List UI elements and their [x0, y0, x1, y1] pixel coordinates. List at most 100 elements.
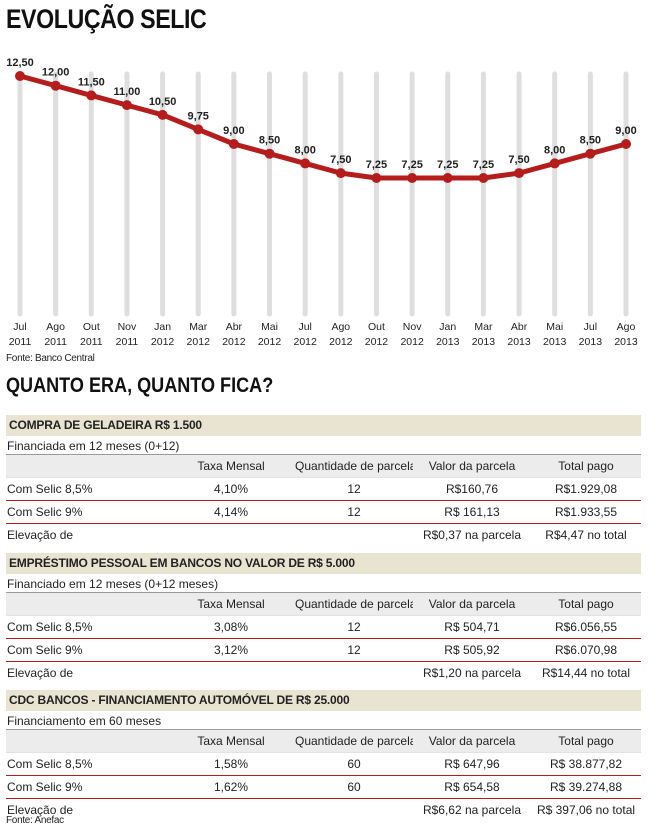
table-cell: Com Selic 9% [7, 643, 83, 657]
header-cell [6, 455, 167, 477]
header-cell: Valor da parcela [428, 459, 516, 473]
data-point [50, 80, 61, 91]
table-cell [295, 524, 413, 546]
table-cell [167, 799, 295, 821]
table-cell: 60 [347, 780, 361, 794]
data-label: 11,50 [78, 76, 105, 88]
header-cell: Taxa Mensal [197, 734, 265, 748]
table-cell: R$0,37 na parcela [422, 528, 522, 542]
table-cell: 4,14% [213, 505, 249, 519]
x-tick-month: Out [83, 321, 100, 333]
header-cell: Taxa Mensal [197, 597, 265, 611]
table-subtitle: Financiado em 12 meses (0+12 meses) [7, 577, 219, 591]
x-tick-month: Nov [403, 321, 422, 333]
table-cell: Elevação de [7, 528, 74, 542]
table-title: CDC BANCOS - FINANCIAMENTO AUTOMÓVEL DE … [6, 690, 641, 711]
data-label: 9,00 [223, 125, 244, 137]
x-tick-month: Ago [617, 321, 636, 333]
table-cell: Com Selic 8,5% [7, 482, 93, 496]
table-cell: R$ 38.877,82 [549, 757, 623, 771]
x-tick-year: 2013 [507, 336, 531, 348]
x-tick-year: 2012 [187, 336, 211, 348]
table-cell: 3,12% [213, 643, 249, 657]
data-label: 12,00 [42, 67, 70, 79]
table-cell: R$ 647,96 [444, 757, 500, 771]
table-title: COMPRA DE GELADEIRA R$ 1.500 [6, 415, 641, 436]
table-cell: Elevação de [7, 803, 74, 817]
x-tick-year: 2012 [365, 336, 389, 348]
table-row: Com Selic 9% 1,62% 60 R$ 654,58 R$ 39.274,88 [6, 775, 641, 798]
data-label: 8,00 [294, 144, 315, 156]
data-point [621, 139, 631, 149]
x-tick-year: 2011 [80, 336, 103, 348]
table-cell: Com Selic 8,5% [7, 620, 93, 634]
data-label: 8,50 [580, 135, 601, 147]
data-label: 7,25 [401, 159, 422, 171]
table-source: Fonte: Anefac [6, 815, 64, 826]
comparison-table: COMPRA DE GELADEIRA R$ 1.500 Financiada e… [6, 415, 641, 546]
x-tick-year: 2011 [9, 336, 32, 348]
comparison-table: EMPRÉSTIMO PESSOAL EM BANCOS NO VALOR DE… [6, 553, 641, 684]
x-tick-year: 2012 [222, 336, 246, 348]
data-label: 7,25 [366, 159, 387, 171]
data-point [86, 90, 97, 101]
x-tick-month: Ago [46, 321, 65, 333]
table-row: Elevação de R$6,62 na parcela R$ 397,06 no… [6, 798, 641, 821]
header-cell: Total pago [558, 597, 614, 611]
x-tick-month: Out [368, 321, 385, 333]
x-tick-month: Abr [226, 321, 243, 333]
x-tick-year: 2012 [151, 336, 175, 348]
x-tick-month: Jul [13, 321, 26, 333]
x-tick-month: Mar [474, 321, 493, 333]
table-cell: R$ 397,06 no total [536, 803, 636, 817]
table-cell: 60 [347, 757, 361, 771]
data-point [514, 168, 525, 179]
x-tick-year: 2011 [116, 336, 139, 348]
table-cell: Com Selic 9% [7, 505, 83, 519]
data-label: 10,50 [149, 96, 177, 108]
table-header-row: Taxa Mensal Quantidade de parcelas Valor d… [6, 454, 641, 477]
header-cell: Quantidade de parcelas [295, 597, 413, 611]
table-header-row: Taxa Mensal Quantidade de parcelas Valor d… [6, 592, 641, 615]
data-point [549, 158, 560, 169]
table-cell: Com Selic 8,5% [7, 757, 93, 771]
header-cell: Total pago [558, 459, 614, 473]
header-cell [6, 730, 167, 752]
x-tick-year: 2013 [436, 336, 460, 348]
table-cell [295, 662, 413, 684]
table-row: Com Selic 8,5% 3,08% 12 R$ 504,71 R$6.056,55 [6, 615, 641, 638]
table-cell: R$1.933,55 [554, 505, 618, 519]
header-cell: Valor da parcela [428, 734, 516, 748]
header-cell: Taxa Mensal [197, 459, 265, 473]
table-cell: Com Selic 9% [7, 780, 83, 794]
table-row: Com Selic 8,5% 4,10% 12 R$160,76 R$1.929,08 [6, 477, 641, 500]
x-tick-month: Nov [118, 321, 137, 333]
x-tick-month: Abr [511, 321, 528, 333]
table-cell: R$ 504,71 [444, 620, 500, 634]
header-cell: Quantidade de parcelas [295, 459, 413, 473]
header-cell [6, 593, 167, 615]
data-point [157, 109, 168, 120]
chart-source: Fonte: Banco Central [6, 353, 95, 364]
table-cell [167, 524, 295, 546]
table-title: EMPRÉSTIMO PESSOAL EM BANCOS NO VALOR DE… [6, 553, 641, 574]
table-cell: 3,08% [213, 620, 249, 634]
table-cell: R$ 39.274,88 [549, 780, 623, 794]
data-point [335, 168, 346, 179]
data-point [407, 173, 418, 183]
table-cell: 12 [347, 643, 361, 657]
x-tick-year: 2011 [44, 336, 67, 348]
header-cell: Valor da parcela [428, 597, 516, 611]
x-tick-month: Jul [584, 321, 597, 333]
table-cell [167, 662, 295, 684]
data-label: 7,50 [330, 154, 351, 166]
data-label: 7,50 [508, 154, 529, 166]
chart-title: EVOLUÇÃO SELIC [6, 4, 207, 34]
data-label: 11,00 [113, 86, 140, 98]
table-cell: 4,10% [213, 482, 249, 496]
table-row: Com Selic 9% 4,14% 12 R$ 161,13 R$1.933,55 [6, 500, 641, 523]
data-point [193, 124, 204, 135]
data-point [478, 173, 489, 183]
data-label: 12,50 [6, 57, 34, 69]
x-tick-year: 2013 [579, 336, 603, 348]
